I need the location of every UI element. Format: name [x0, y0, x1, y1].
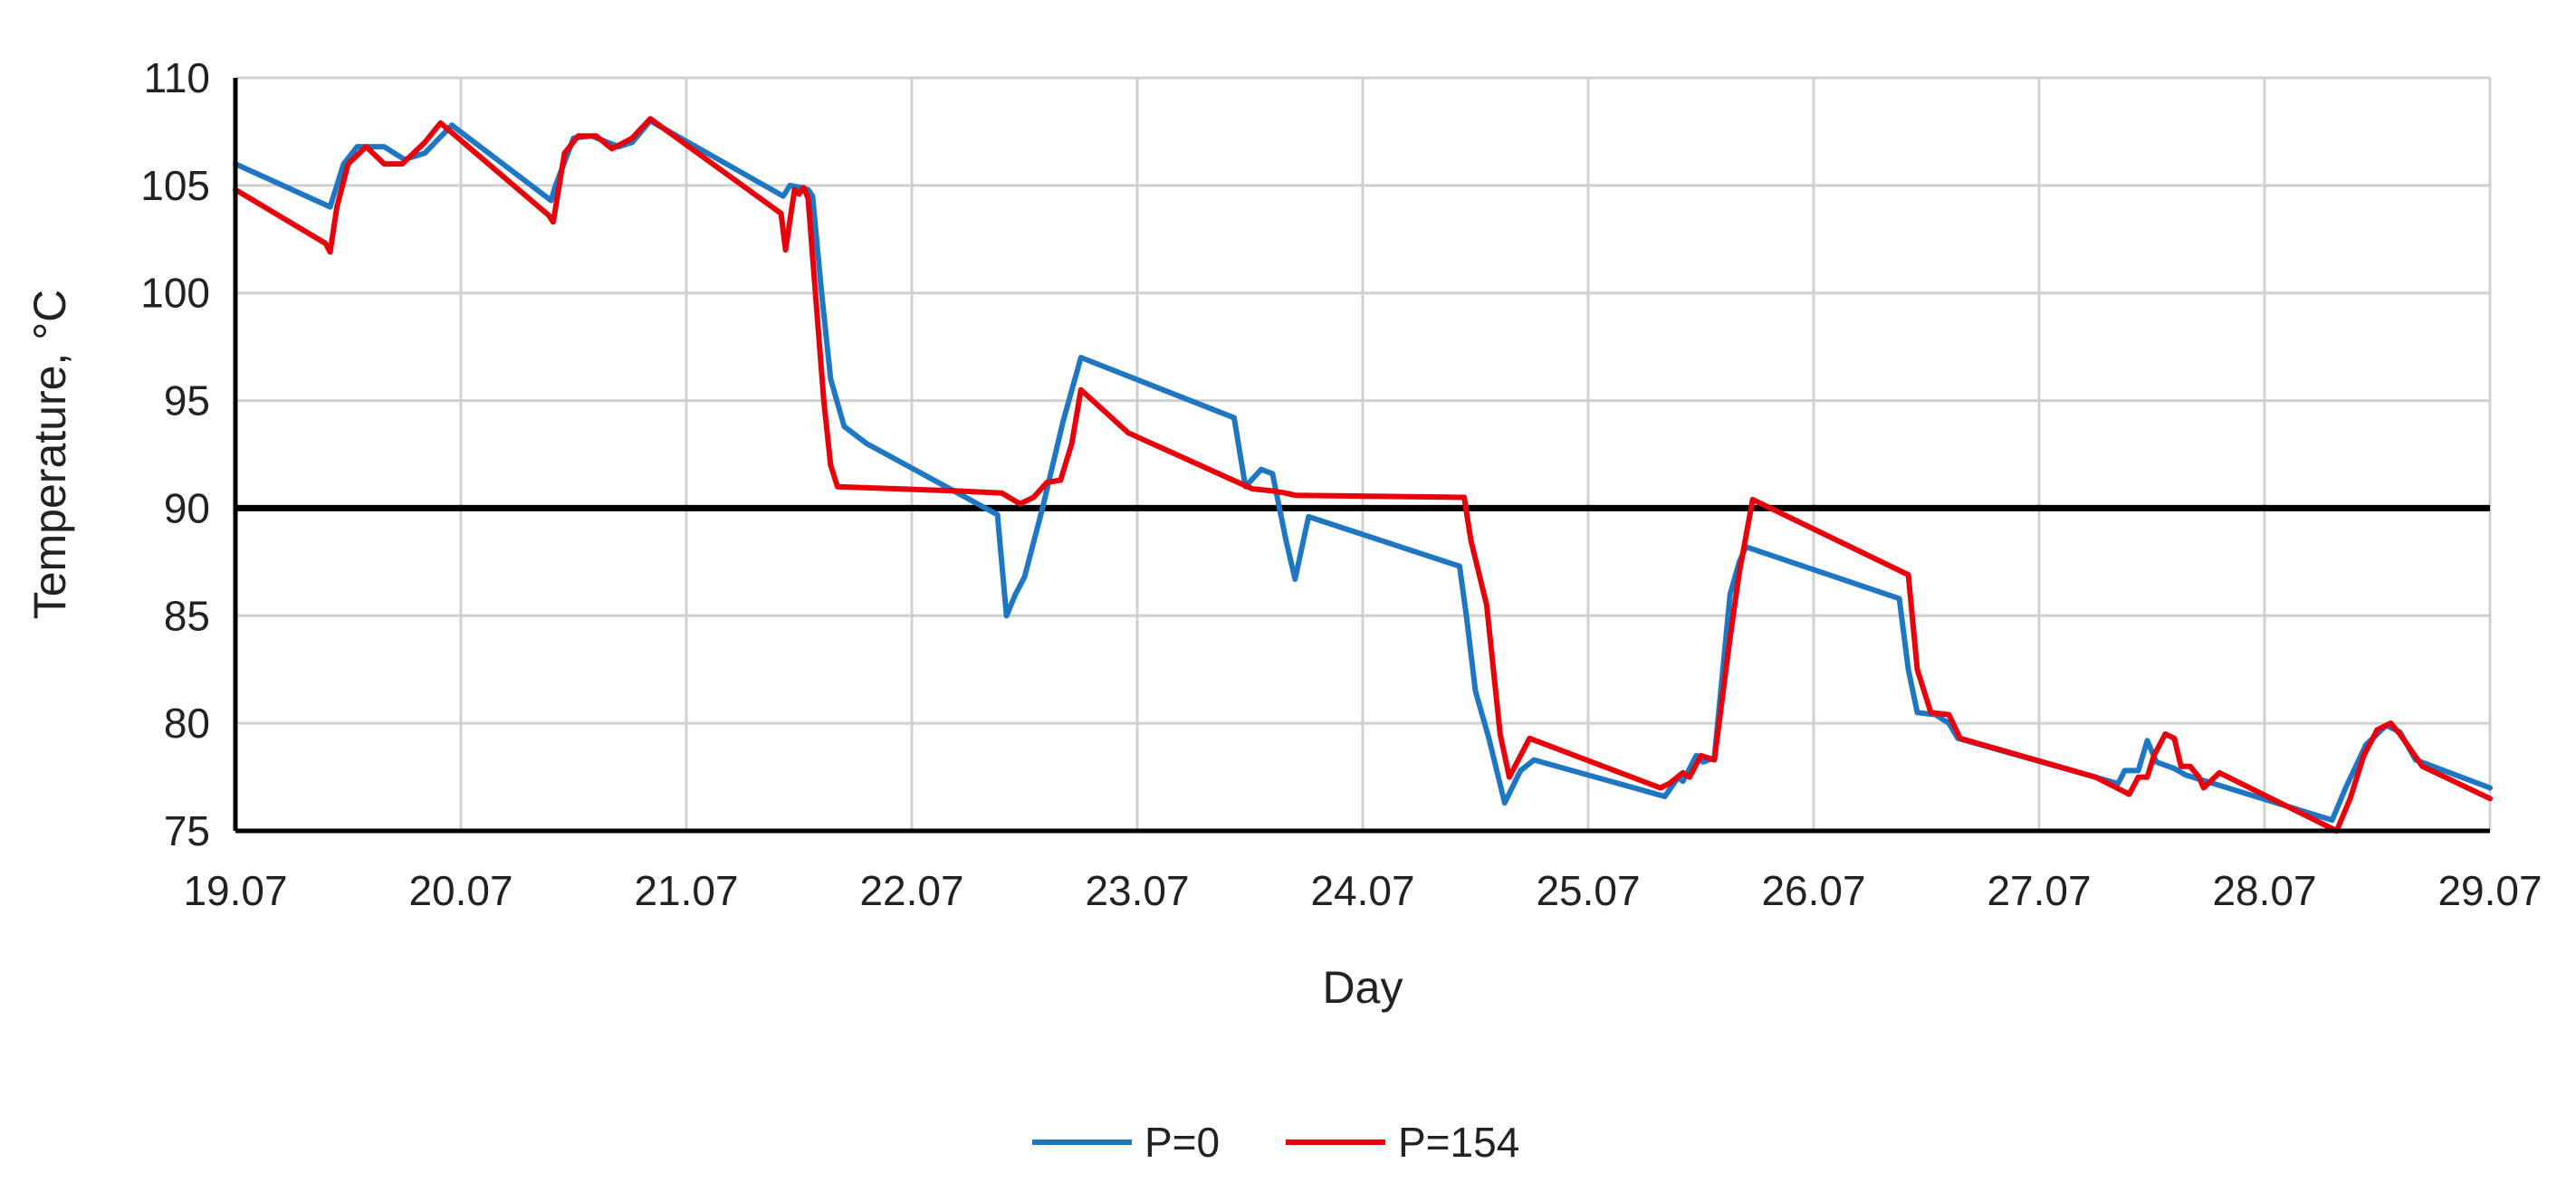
x-tick-label: 19.07 — [183, 867, 287, 914]
x-tick-label: 24.07 — [1310, 867, 1414, 914]
legend-label: P=0 — [1144, 1119, 1220, 1166]
x-tick-label: 23.07 — [1085, 867, 1189, 914]
y-tick-label: 95 — [164, 377, 210, 424]
y-tick-label: 105 — [140, 162, 210, 209]
x-axis-ticks: 19.07 20.07 21.07 22.07 23.07 24.07 25.07 26.07… — [183, 867, 2542, 914]
x-tick-label: 21.07 — [634, 867, 738, 914]
y-tick-label: 85 — [164, 592, 210, 639]
legend: P=0 P=154 — [1032, 1119, 1519, 1166]
y-tick-label: 90 — [164, 484, 210, 531]
y-axis-title: Temperature, °C — [24, 290, 75, 620]
series-line-p154 — [233, 116, 2493, 834]
y-tick-label: 100 — [140, 270, 210, 317]
y-tick-label: 110 — [144, 54, 210, 101]
x-tick-label: 28.07 — [2212, 867, 2316, 914]
chart-grid — [235, 76, 2492, 831]
y-tick-label: 75 — [164, 807, 210, 854]
x-tick-label: 26.07 — [1761, 867, 1865, 914]
y-tick-label: 80 — [164, 700, 210, 747]
series-layer — [233, 116, 2493, 834]
x-tick-label: 25.07 — [1536, 867, 1640, 914]
x-tick-label: 27.07 — [1987, 867, 2091, 914]
x-tick-label: 29.07 — [2437, 867, 2542, 914]
x-tick-label: 20.07 — [408, 867, 512, 914]
x-axis-title: Day — [1323, 962, 1403, 1013]
x-tick-label: 22.07 — [859, 867, 963, 914]
legend-label: P=154 — [1398, 1119, 1519, 1166]
y-axis-ticks: 75 80 85 90 95 100 105 110 — [140, 54, 210, 854]
